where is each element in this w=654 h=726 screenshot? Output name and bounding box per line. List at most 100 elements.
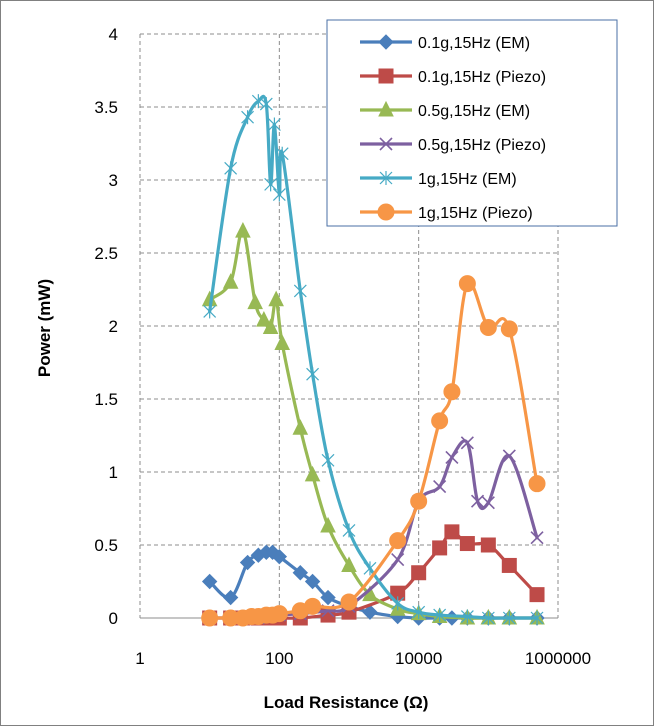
data-point xyxy=(500,320,518,338)
data-point xyxy=(479,318,497,336)
data-point xyxy=(292,419,309,435)
legend-label: 1g,15Hz (Piezo) xyxy=(418,205,533,222)
legend-label: 0.5g,15Hz (EM) xyxy=(418,103,530,120)
y-tick-label: 1.5 xyxy=(94,390,118,409)
data-point xyxy=(443,383,461,401)
data-point xyxy=(203,304,217,319)
data-point-stroke xyxy=(460,436,474,450)
data-point xyxy=(431,412,449,430)
data-point xyxy=(274,334,291,351)
data-point xyxy=(267,117,281,132)
data-point xyxy=(444,524,460,540)
data-point xyxy=(272,187,286,202)
data-point xyxy=(320,589,336,606)
data-point xyxy=(412,605,426,620)
data-point xyxy=(241,110,254,125)
x-axis-ticks: 1 100 10000 1000000 xyxy=(135,649,591,668)
data-point-stroke xyxy=(502,449,516,463)
data-point xyxy=(433,480,447,494)
y-axis-ticks: 0 0.5 1 1.5 2 2.5 3 3.5 4 xyxy=(94,25,118,628)
y-tick-label: 3.5 xyxy=(94,98,118,117)
data-point xyxy=(342,523,356,538)
series-layer xyxy=(201,94,546,627)
data-point xyxy=(321,453,335,468)
data-point-stroke xyxy=(433,480,447,494)
legend-item: 0.1g,15Hz (Piezo) xyxy=(360,68,546,86)
data-point xyxy=(268,290,284,307)
legend-label: 1g,15Hz (EM) xyxy=(418,171,517,188)
y-tick-label: 1 xyxy=(109,463,118,482)
data-point-stroke xyxy=(445,450,459,464)
y-tick-label: 0 xyxy=(109,609,118,628)
data-point xyxy=(391,553,405,567)
data-point xyxy=(270,605,288,623)
x-tick-label: 1 xyxy=(135,649,144,668)
legend-box xyxy=(326,19,618,227)
legend-label: 0.1g,15Hz (Piezo) xyxy=(418,69,546,86)
data-point xyxy=(340,593,358,611)
data-point-stroke xyxy=(481,496,495,510)
data-point xyxy=(460,436,474,450)
data-point xyxy=(304,465,321,482)
data-point xyxy=(320,516,336,533)
y-tick-label: 0.5 xyxy=(94,536,118,555)
data-point xyxy=(459,536,475,552)
data-point xyxy=(432,540,448,556)
data-point xyxy=(262,318,279,334)
data-point xyxy=(502,449,516,463)
y-axis-title: Power (mW) xyxy=(35,279,54,377)
data-point xyxy=(235,221,251,238)
legend-item: 0.5g,15Hz (Piezo) xyxy=(360,137,546,154)
data-point xyxy=(529,587,545,603)
data-point xyxy=(530,531,544,545)
data-point xyxy=(480,537,496,553)
x-tick-label: 1000000 xyxy=(525,649,591,668)
legend-swatch-marker xyxy=(378,100,394,117)
x-tick-label: 10000 xyxy=(395,649,442,668)
data-point xyxy=(501,557,517,573)
data-point xyxy=(293,283,307,298)
data-point xyxy=(247,293,263,310)
data-point xyxy=(445,450,459,464)
data-point xyxy=(341,556,357,572)
legend-item: 1g,15Hz (Piezo) xyxy=(360,203,533,222)
series-line xyxy=(208,439,539,620)
legend-item: 0.5g,15Hz (EM) xyxy=(360,100,530,120)
series-4 xyxy=(203,94,544,625)
data-point xyxy=(275,146,289,161)
data-point xyxy=(481,611,495,625)
data-point xyxy=(304,573,321,590)
data-point xyxy=(222,273,239,289)
x-axis-title: Load Resistance (Ω) xyxy=(264,693,429,712)
y-tick-label: 2.5 xyxy=(94,244,118,263)
data-point xyxy=(411,565,427,581)
y-tick-label: 4 xyxy=(109,25,118,44)
y-tick-label: 3 xyxy=(109,171,118,190)
data-point xyxy=(433,608,447,623)
legend-item: 1g,15Hz (EM) xyxy=(360,171,517,188)
legend-swatch-marker xyxy=(378,68,394,84)
legend-swatch-marker-stroke xyxy=(379,137,393,151)
data-point xyxy=(530,611,544,625)
data-point xyxy=(528,475,546,493)
legend-label: 0.1g,15Hz (EM) xyxy=(418,35,530,52)
series-5 xyxy=(201,275,546,627)
legend-swatch-marker xyxy=(377,203,395,221)
legend: 0.1g,15Hz (EM) 0.1g,15Hz (Piezo) 0.5g,15Hz… xyxy=(326,19,618,227)
data-point xyxy=(292,565,309,581)
data-point xyxy=(306,367,319,382)
legend-items: 0.1g,15Hz (EM) 0.1g,15Hz (Piezo) 0.5g,15Hz… xyxy=(360,34,546,222)
data-point-stroke xyxy=(530,531,544,545)
data-point xyxy=(264,177,278,192)
data-point xyxy=(391,596,405,611)
data-point xyxy=(201,573,218,590)
data-point xyxy=(304,597,322,615)
data-point xyxy=(259,97,273,112)
data-point xyxy=(201,609,219,627)
data-point xyxy=(362,604,378,620)
data-point xyxy=(470,494,485,508)
data-point-stroke xyxy=(470,494,485,508)
data-point xyxy=(256,311,272,327)
data-point xyxy=(224,161,238,176)
